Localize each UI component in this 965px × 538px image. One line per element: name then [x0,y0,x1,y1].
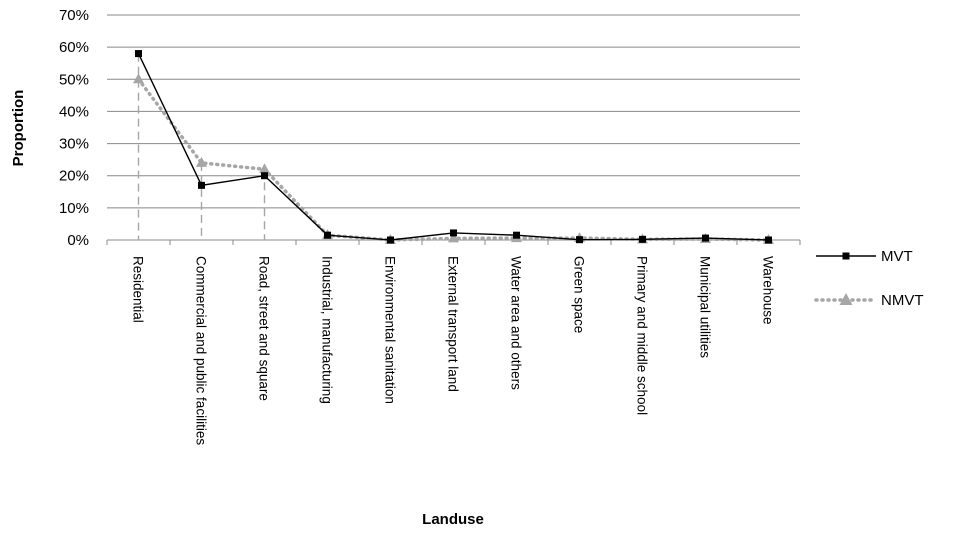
legend-label: MVT [881,248,913,265]
x-tick-label: Road, street and square [257,256,272,401]
x-tick-label: Water area and others [509,256,524,390]
data-point-mvt [702,234,709,242]
x-tick-label: External transport land [446,256,461,392]
y-tick-label: 50% [59,71,89,88]
series-lines [133,50,774,244]
data-point-mvt [198,181,205,189]
x-tick-label: Primary and middle school [635,256,650,415]
y-tick-label: 70% [59,7,89,24]
data-point-nmvt [259,163,270,174]
data-point-nmvt [448,232,459,243]
y-tick-label: 40% [59,103,89,120]
data-point-mvt [324,231,331,239]
x-tick-labels: Residential Commercial and public facilit… [131,256,776,445]
x-axis-title: Landuse [422,511,484,528]
x-tick-label: Commercial and public facilities [194,256,209,445]
x-tick-label: Environmental sanitation [383,256,398,404]
data-point-mvt [513,231,520,239]
x-tick-label: Municipal utilities [698,256,713,358]
series-line-nmvt [136,77,771,242]
data-point-nmvt [196,156,207,167]
legend: MVT NMVT [814,248,924,309]
grid-lines [106,14,801,245]
y-tick-label: 10% [59,200,89,217]
legend-item-nmvt: NMVT [814,292,924,309]
legend-marker [839,293,853,305]
y-tick-labels: 0% 10% 20% 30% 40% 50% 60% 70% [59,7,89,249]
legend-item-mvt: MVT [816,248,913,265]
legend-label: NMVT [881,292,924,309]
data-point-mvt [450,229,457,237]
data-point-mvt [765,236,772,244]
y-tick-label: 0% [67,232,89,249]
x-tick-label: Residential [131,256,146,323]
series-line-mvt [137,53,769,241]
data-point-mvt [576,236,583,244]
data-point-mvt [639,235,646,243]
y-tick-label: 60% [59,39,89,56]
drop-lines [137,53,266,240]
data-point-mvt [261,172,268,180]
legend-marker [842,252,850,260]
data-point-mvt [387,236,394,244]
y-tick-label: 20% [59,168,89,185]
y-axis-title: Proportion [10,90,27,167]
x-tick-label: Green space [572,256,587,333]
y-tick-label: 30% [59,136,89,153]
data-point-mvt [135,50,142,58]
x-tick-label: Warehouse [761,256,776,325]
x-tick-label: Industrial, manufacturing [320,256,335,404]
data-point-nmvt [133,73,144,84]
